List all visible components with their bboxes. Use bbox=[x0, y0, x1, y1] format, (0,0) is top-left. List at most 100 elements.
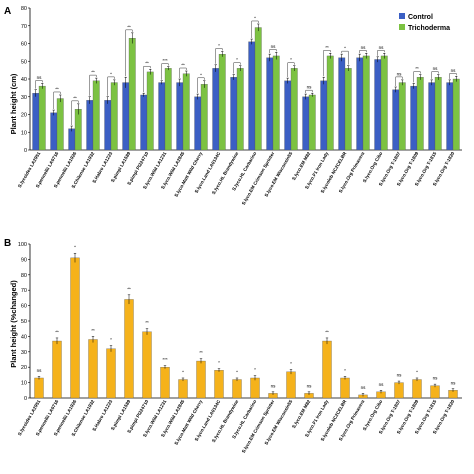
significance-label: * bbox=[290, 361, 292, 366]
bar bbox=[92, 80, 100, 151]
panel-b-label: B bbox=[4, 238, 11, 249]
significance-bracket bbox=[377, 50, 385, 56]
bar bbox=[272, 55, 280, 151]
bar bbox=[326, 55, 334, 151]
bar bbox=[286, 371, 296, 399]
significance-bracket bbox=[107, 76, 115, 96]
y-tick-label: 80 bbox=[21, 273, 27, 279]
y-tick-label: 80 bbox=[21, 6, 27, 12]
bar bbox=[164, 68, 172, 151]
significance-label: * bbox=[416, 369, 418, 374]
y-tick-label: 70 bbox=[21, 24, 27, 30]
significance-label: ns bbox=[433, 376, 439, 381]
significance-bracket bbox=[449, 73, 457, 79]
bar bbox=[322, 340, 332, 399]
bar bbox=[236, 68, 244, 151]
bar bbox=[452, 78, 460, 151]
bar bbox=[50, 112, 58, 151]
significance-label: ns bbox=[379, 45, 385, 50]
y-tick-label: 50 bbox=[21, 319, 27, 325]
bar bbox=[428, 82, 436, 151]
significance-label: ** bbox=[181, 63, 185, 68]
significance-label: ** bbox=[127, 286, 131, 291]
bar bbox=[70, 257, 80, 399]
bar bbox=[232, 379, 242, 399]
y-tick-label: 20 bbox=[21, 365, 27, 371]
significance-label: ** bbox=[199, 350, 203, 355]
significance-label: * bbox=[236, 369, 238, 374]
bar bbox=[104, 100, 112, 151]
significance-label: ** bbox=[55, 329, 59, 334]
significance-label: ** bbox=[73, 95, 77, 100]
y-tick-label: 40 bbox=[21, 334, 27, 340]
bar bbox=[374, 59, 382, 151]
bar bbox=[176, 82, 184, 151]
significance-label: ns bbox=[397, 71, 403, 76]
significance-bracket bbox=[197, 77, 205, 94]
significance-label: ** bbox=[145, 61, 149, 66]
bar bbox=[412, 379, 422, 399]
y-tick-label: 10 bbox=[21, 381, 27, 387]
significance-label: ns bbox=[361, 385, 367, 390]
bar bbox=[308, 94, 316, 151]
significance-label: ns bbox=[37, 75, 43, 80]
bar bbox=[340, 377, 350, 399]
legend-swatch-control bbox=[399, 13, 405, 19]
bar bbox=[250, 377, 260, 399]
significance-label: ns bbox=[361, 45, 367, 50]
significance-label: ** bbox=[415, 66, 419, 71]
bar bbox=[88, 339, 98, 399]
significance-label: * bbox=[182, 369, 184, 374]
y-tick-label: 30 bbox=[21, 95, 27, 101]
significance-bracket bbox=[71, 100, 79, 126]
bar bbox=[128, 38, 136, 151]
panel-b-y-axis-label: Plant height (%changed) bbox=[9, 280, 18, 368]
significance-label: ** bbox=[325, 329, 329, 334]
bar bbox=[290, 68, 298, 151]
panel-a-label: A bbox=[4, 6, 11, 17]
y-tick-label: 0 bbox=[24, 148, 27, 154]
significance-bracket bbox=[89, 74, 97, 96]
significance-bracket bbox=[323, 50, 331, 77]
significance-label: * bbox=[218, 43, 220, 48]
bar bbox=[196, 360, 206, 399]
significance-bracket bbox=[269, 49, 277, 54]
y-tick-label: 60 bbox=[21, 304, 27, 310]
bar bbox=[32, 93, 40, 151]
bar bbox=[416, 77, 424, 151]
significance-label: ns bbox=[397, 373, 403, 378]
bar bbox=[430, 385, 440, 399]
significance-bracket bbox=[431, 71, 439, 79]
significance-label: ** bbox=[91, 328, 95, 333]
y-tick-label: 70 bbox=[21, 288, 27, 294]
bar bbox=[122, 82, 130, 151]
significance-bracket bbox=[341, 50, 349, 65]
bar bbox=[230, 77, 238, 151]
significance-label: * bbox=[254, 367, 256, 372]
significance-label: * bbox=[254, 15, 256, 20]
bar bbox=[398, 82, 406, 151]
bar bbox=[392, 89, 400, 151]
bar bbox=[446, 82, 454, 151]
significance-bracket bbox=[53, 91, 61, 110]
bar bbox=[68, 128, 76, 151]
y-tick-label: 30 bbox=[21, 350, 27, 356]
y-tick-label: 100 bbox=[18, 242, 27, 248]
bar bbox=[302, 96, 310, 151]
significance-bracket bbox=[413, 71, 421, 83]
y-tick-label: 10 bbox=[21, 130, 27, 136]
bar bbox=[218, 54, 226, 151]
category-label: S.lyco.EM M82 bbox=[291, 151, 312, 182]
significance-label: ns bbox=[37, 368, 43, 373]
bar bbox=[124, 299, 134, 399]
significance-bracket bbox=[125, 29, 133, 77]
significance-label: ns bbox=[451, 68, 457, 73]
significance-label: * bbox=[218, 360, 220, 365]
bar bbox=[56, 98, 64, 151]
significance-label: ** bbox=[127, 24, 131, 29]
bar bbox=[338, 57, 346, 151]
bar bbox=[266, 57, 274, 151]
y-tick-label: 60 bbox=[21, 42, 27, 48]
significance-bracket bbox=[143, 66, 151, 93]
